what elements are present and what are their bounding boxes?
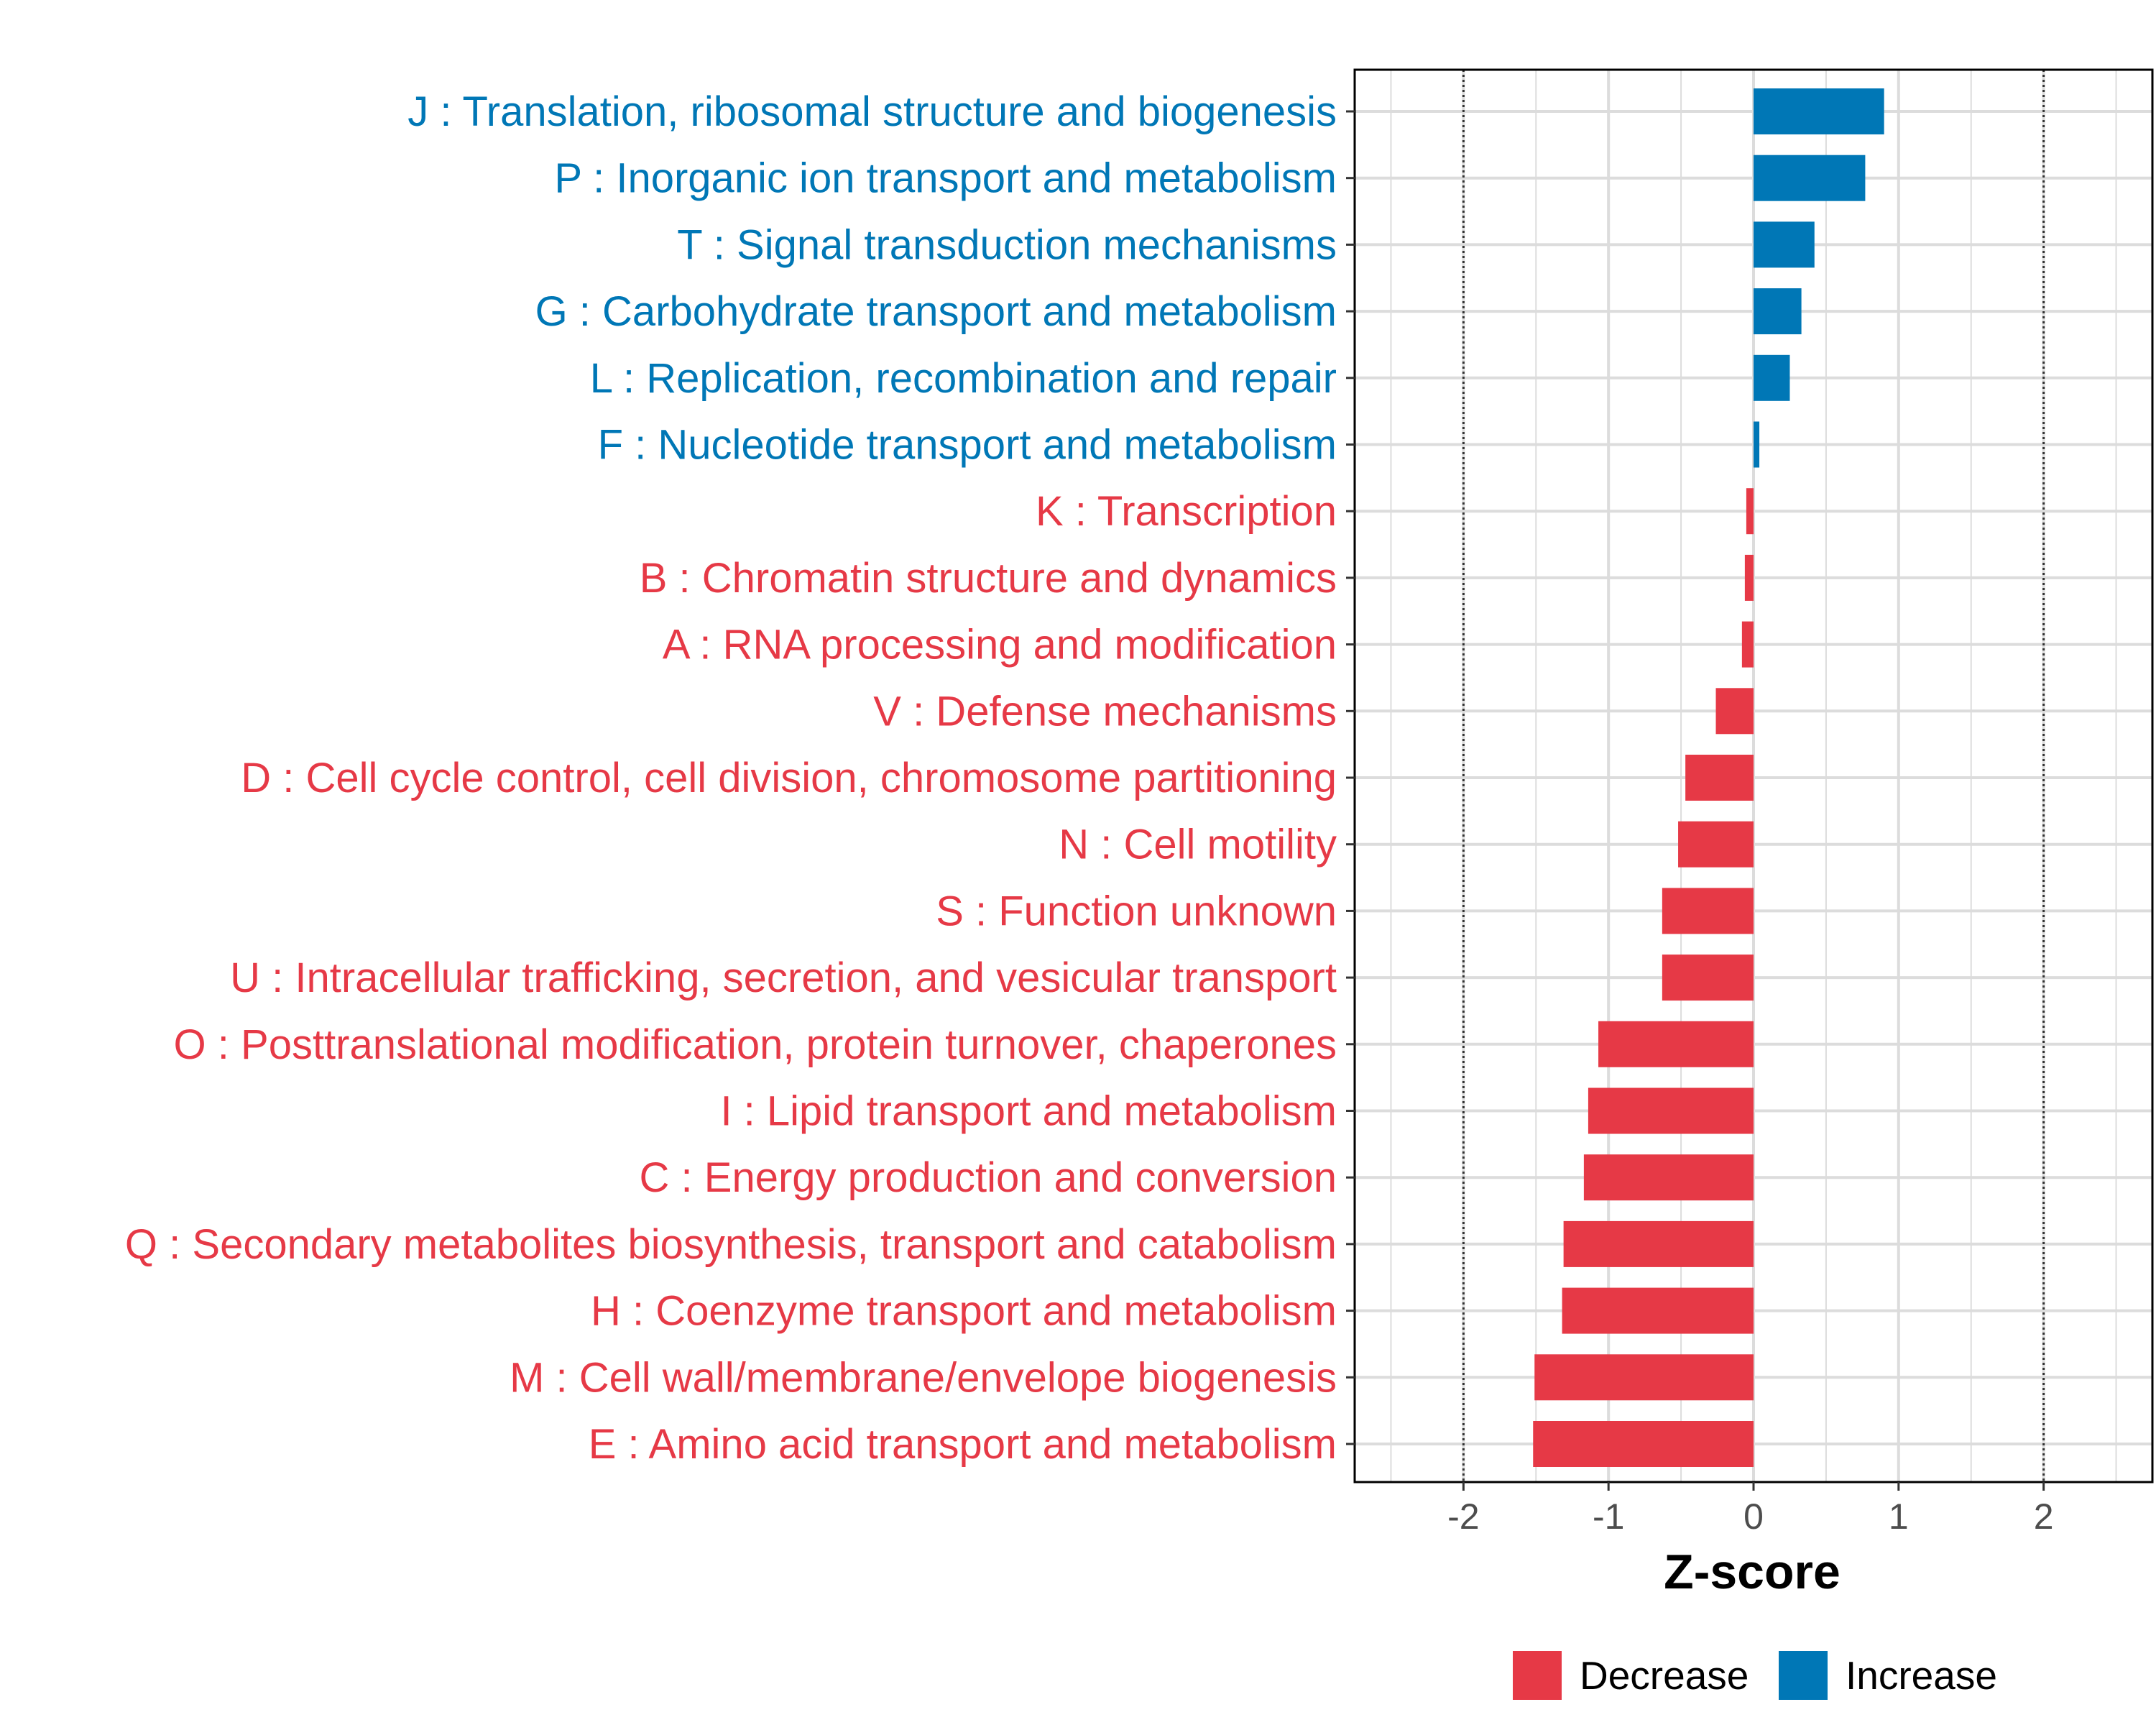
bar-c	[1583, 1154, 1754, 1201]
category-label: J : Translation, ribosomal structure and…	[407, 88, 1337, 135]
x-tick-label: 2	[2034, 1496, 2054, 1537]
bar-g	[1754, 288, 1802, 335]
category-label: F : Nucleotide transport and metabolism	[598, 422, 1337, 469]
category-label: K : Transcription	[1036, 488, 1337, 535]
category-label: S : Function unknown	[936, 888, 1337, 934]
bar-l	[1754, 354, 1790, 401]
category-label: T : Signal transduction mechanisms	[677, 221, 1337, 268]
bar-k	[1746, 488, 1754, 535]
bar-t	[1754, 221, 1815, 268]
category-label: I : Lipid transport and metabolism	[720, 1088, 1337, 1135]
bar-n	[1678, 821, 1754, 868]
bar-o	[1598, 1021, 1754, 1067]
x-tick-label: 1	[1889, 1496, 1909, 1537]
category-label: G : Carbohydrate transport and metabolis…	[535, 288, 1337, 335]
category-labels: J : Translation, ribosomal structure and…	[125, 88, 1337, 1468]
legend-label-increase: Increase	[1846, 1653, 1997, 1698]
bar-u	[1662, 954, 1754, 1001]
category-label: L : Replication, recombination and repai…	[590, 355, 1337, 402]
bar-b	[1744, 554, 1754, 601]
category-label: V : Defense mechanisms	[873, 688, 1337, 735]
bar-h	[1562, 1287, 1754, 1334]
bar-s	[1662, 888, 1754, 934]
legend-label-decrease: Decrease	[1580, 1653, 1749, 1698]
legend-swatch-increase	[1779, 1651, 1828, 1700]
category-label: C : Energy production and conversion	[640, 1154, 1337, 1201]
bar-d	[1685, 755, 1754, 801]
category-label: U : Intracellular trafficking, secretion…	[230, 954, 1337, 1001]
bar-e	[1533, 1421, 1754, 1467]
legend: Decrease Increase	[1513, 1651, 1997, 1700]
category-label: O : Posttranslational modification, prot…	[174, 1021, 1337, 1068]
x-axis-title: Z-score	[1664, 1545, 1841, 1599]
bar-j	[1754, 88, 1884, 134]
bar-m	[1534, 1354, 1754, 1401]
category-label: H : Coenzyme transport and metabolism	[591, 1288, 1337, 1335]
bar-i	[1588, 1087, 1754, 1134]
category-label: N : Cell motility	[1059, 822, 1337, 868]
category-label: A : RNA processing and modification	[663, 622, 1337, 668]
category-label: M : Cell wall/membrane/envelope biogenes…	[510, 1354, 1337, 1401]
bar-layer	[1533, 88, 1884, 1467]
x-axis: -2 -1 0 1 2	[1346, 110, 2054, 1537]
bar-f	[1754, 421, 1760, 468]
legend-swatch-decrease	[1513, 1651, 1562, 1700]
x-tick-label: -1	[1593, 1496, 1624, 1537]
x-tick-label: 0	[1743, 1496, 1764, 1537]
bar-q	[1563, 1220, 1754, 1267]
category-label: E : Amino acid transport and metabolism	[589, 1421, 1337, 1468]
category-label: P : Inorganic ion transport and metaboli…	[554, 155, 1337, 202]
x-tick-label: -2	[1447, 1496, 1479, 1537]
category-label: Q : Secondary metabolites biosynthesis, …	[125, 1221, 1337, 1268]
category-label: D : Cell cycle control, cell division, c…	[241, 755, 1337, 801]
category-label: B : Chromatin structure and dynamics	[640, 555, 1337, 602]
bar-p	[1754, 155, 1866, 201]
bar-v	[1715, 688, 1754, 735]
bar-a	[1741, 621, 1754, 668]
